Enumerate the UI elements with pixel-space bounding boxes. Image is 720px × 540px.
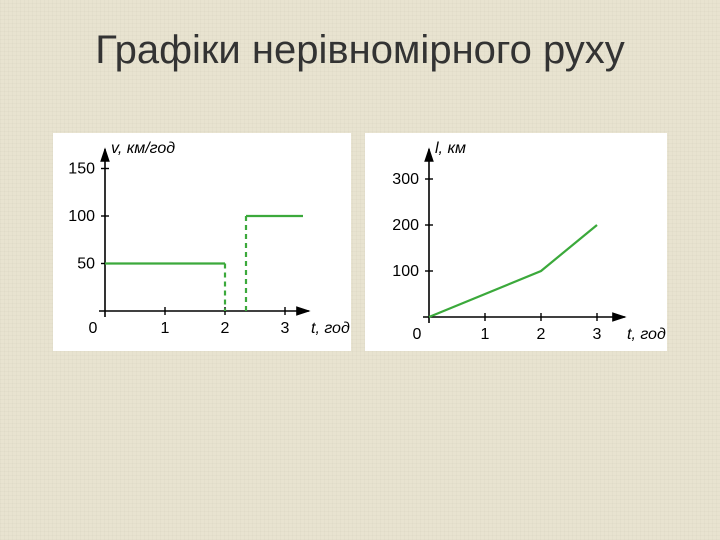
svg-text:3: 3 bbox=[593, 326, 602, 343]
svg-text:1: 1 bbox=[161, 320, 170, 337]
svg-text:0: 0 bbox=[413, 326, 422, 343]
svg-text:t, год: t, год bbox=[627, 326, 666, 343]
svg-text:50: 50 bbox=[77, 256, 95, 273]
svg-text:150: 150 bbox=[68, 161, 95, 178]
svg-text:2: 2 bbox=[537, 326, 546, 343]
svg-text:t, год: t, год bbox=[311, 320, 350, 337]
svg-text:v, км/год: v, км/год bbox=[111, 140, 175, 157]
svg-text:0: 0 bbox=[89, 320, 98, 337]
svg-text:1: 1 bbox=[481, 326, 490, 343]
svg-text:100: 100 bbox=[68, 208, 95, 225]
right-chart-svg: 0 1 2 3 100 200 300 l, км t, год bbox=[365, 133, 667, 351]
svg-text:300: 300 bbox=[392, 171, 419, 188]
svg-text:200: 200 bbox=[392, 217, 419, 234]
svg-text:l, км: l, км bbox=[435, 140, 466, 157]
right-chart-panel: 0 1 2 3 100 200 300 l, км t, год bbox=[365, 133, 667, 351]
svg-text:3: 3 bbox=[281, 320, 290, 337]
svg-text:100: 100 bbox=[392, 263, 419, 280]
left-chart-panel: 0 1 2 3 50 100 150 v, км/год t, год bbox=[53, 133, 351, 351]
left-chart-svg: 0 1 2 3 50 100 150 v, км/год t, год bbox=[53, 133, 351, 351]
page-title: Графіки нерівномірного руху bbox=[0, 0, 720, 73]
svg-text:2: 2 bbox=[221, 320, 230, 337]
charts-row: 0 1 2 3 50 100 150 v, км/год t, год 0 1 2 3 100 200 30… bbox=[0, 133, 720, 351]
